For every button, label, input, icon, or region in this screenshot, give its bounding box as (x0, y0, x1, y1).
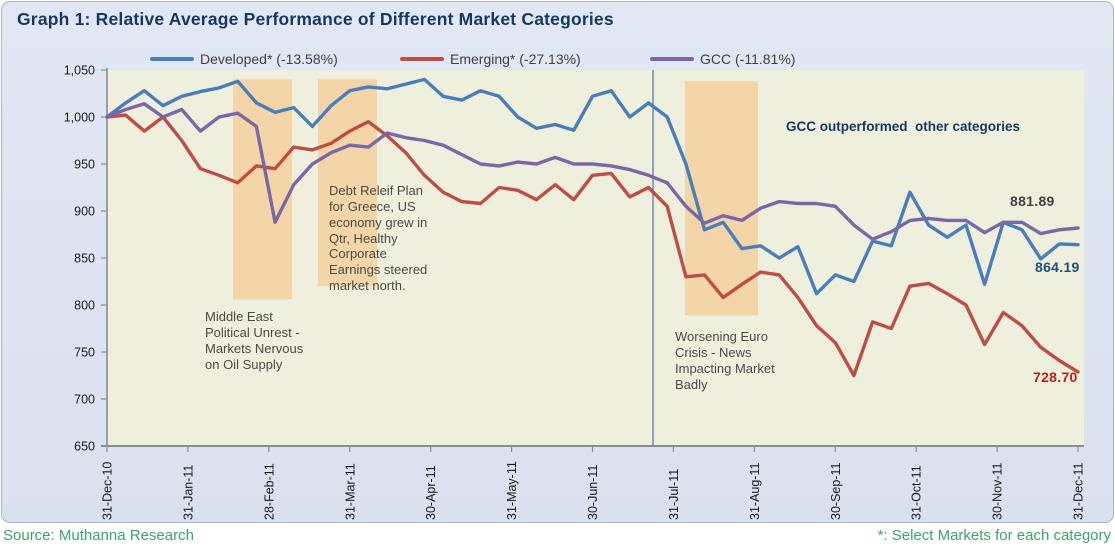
legend-label: GCC (-11.81%) (700, 51, 796, 67)
source-text: Source: Muthanna Research (3, 527, 194, 544)
annotation-middle-east: Middle East Political Unrest - Markets N… (205, 309, 304, 372)
gcc-line-swatch (650, 56, 694, 62)
annotation-gcc-outperformed: GCC outperformed other categories (786, 119, 1021, 134)
legend-item-gcc: GCC (-11.81%) (650, 51, 900, 67)
legend-label: Developed* (-13.58%) (200, 51, 338, 67)
annotation-worsening-euro: Worsening Euro Crisis - News Impacting M… (675, 329, 775, 392)
developed-line-swatch (150, 56, 194, 62)
end-label-developed: 864.19 (1035, 259, 1080, 275)
end-label-emerging: 728.70 (1033, 369, 1078, 385)
chart-legend: Developed* (-13.58%) Emerging* (-27.13%) G… (150, 51, 900, 67)
chart-card (1, 1, 1114, 523)
legend-item-emerging: Emerging* (-27.13%) (400, 51, 650, 67)
chart-title: Graph 1: Relative Average Performance of… (17, 9, 614, 29)
annotation-debt-relief: Debt Releif Plan for Greece, US economy … (329, 183, 428, 294)
legend-label: Emerging* (-27.13%) (450, 51, 581, 67)
emerging-line-swatch (400, 56, 444, 62)
footnote-text: *: Select Markets for each category (877, 527, 1111, 544)
legend-item-developed: Developed* (-13.58%) (150, 51, 400, 67)
end-label-gcc: 881.89 (1010, 193, 1055, 209)
